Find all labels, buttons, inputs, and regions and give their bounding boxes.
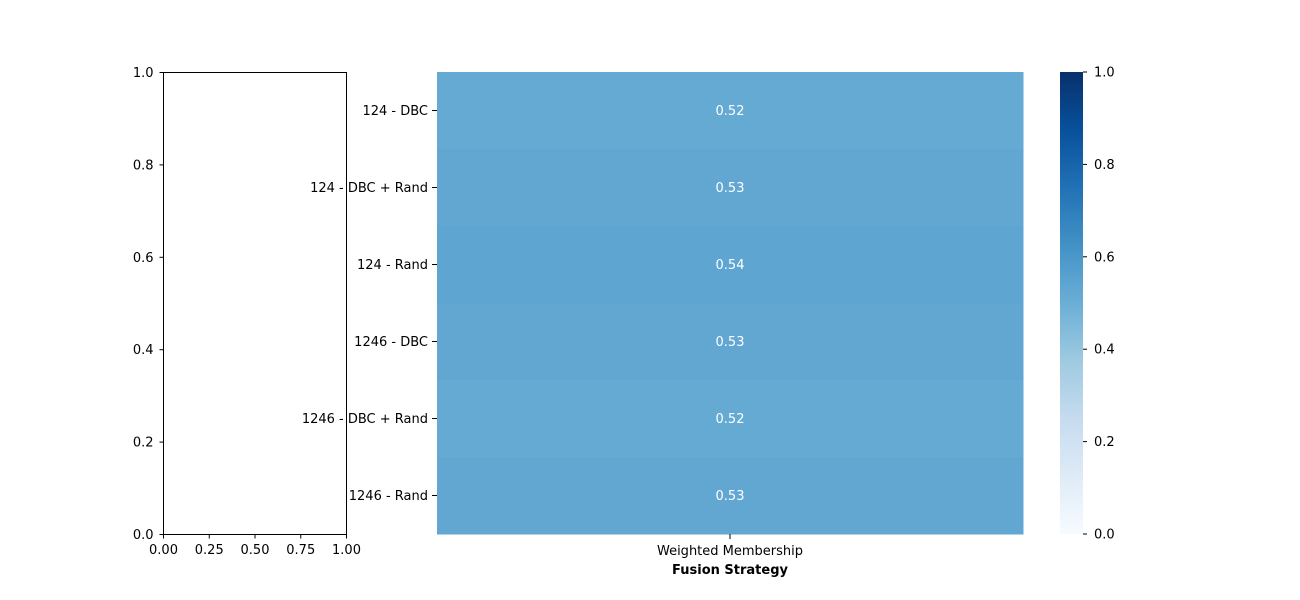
row-tick-label: 1246 - DBC xyxy=(354,335,428,350)
colorbar-tick-label: 0.6 xyxy=(1094,250,1115,265)
x-tick-label: 0.25 xyxy=(195,543,224,558)
heatmap-column-labels: Weighted Membership xyxy=(657,534,803,559)
x-tick-label: 0.50 xyxy=(241,543,270,558)
empty-axes: 0.00 0.25 0.50 0.75 1.00 0.0 0.2 0.4 0.6 0.8 1.0 xyxy=(133,66,361,558)
heatmap-cell xyxy=(437,380,1024,458)
heatmap-cells xyxy=(437,72,1024,535)
colorbar-gradient xyxy=(1060,72,1083,534)
heatmap-cell xyxy=(437,72,1024,150)
heatmap-cell-value: 0.53 xyxy=(716,181,745,196)
heatmap-cell-value: 0.53 xyxy=(716,489,745,504)
heatmap-cell xyxy=(437,457,1024,535)
y-tick-label: 0.8 xyxy=(133,158,154,173)
x-tick-label: 1.00 xyxy=(332,543,361,558)
colorbar-tick-label: 0.0 xyxy=(1094,528,1115,543)
x-tick-label: 0.00 xyxy=(149,543,178,558)
heatmap-cell xyxy=(437,226,1024,304)
colorbar: 0.0 0.2 0.4 0.6 0.8 1.0 xyxy=(1060,66,1115,543)
heatmap-cell-value: 0.53 xyxy=(716,335,745,350)
heatmap-x-axis-title: Fusion Strategy xyxy=(672,563,788,578)
row-tick-label: 124 - DBC + Rand xyxy=(310,181,428,196)
row-tick-label: 1246 - Rand xyxy=(349,489,428,504)
heatmap-cell xyxy=(437,303,1024,381)
y-tick-label: 1.0 xyxy=(133,66,154,81)
heatmap-cell xyxy=(437,149,1024,227)
heatmap-cell-value: 0.54 xyxy=(716,258,745,273)
heatmap-cell-labels: 0.52 0.53 0.54 0.53 0.52 0.53 xyxy=(716,104,745,504)
row-tick-label: 1246 - DBC + Rand xyxy=(302,412,428,427)
heatmap-row-labels: 124 - DBC 124 - DBC + Rand 124 - Rand 1246 … xyxy=(302,104,437,504)
y-tick-label: 0.6 xyxy=(133,251,154,266)
colorbar-tick-label: 0.2 xyxy=(1094,435,1115,450)
colorbar-ticks: 0.0 0.2 0.4 0.6 0.8 1.0 xyxy=(1083,66,1115,543)
y-tick-label: 0.0 xyxy=(133,528,154,543)
x-axis-ticks: 0.00 0.25 0.50 0.75 1.00 xyxy=(149,534,361,558)
colorbar-tick-label: 0.8 xyxy=(1094,158,1115,173)
colorbar-tick-label: 1.0 xyxy=(1094,66,1115,81)
colorbar-tick-label: 0.4 xyxy=(1094,343,1115,358)
empty-axes-frame xyxy=(163,72,347,535)
y-tick-label: 0.4 xyxy=(133,343,154,358)
row-tick-label: 124 - Rand xyxy=(357,258,428,273)
heatmap-cell-value: 0.52 xyxy=(716,104,745,119)
y-axis-ticks: 0.0 0.2 0.4 0.6 0.8 1.0 xyxy=(133,66,164,543)
row-tick-label: 124 - DBC xyxy=(362,104,428,119)
x-tick-label: 0.75 xyxy=(286,543,315,558)
y-tick-label: 0.2 xyxy=(133,436,154,451)
column-tick-label: Weighted Membership xyxy=(657,544,803,559)
heatmap-cell-value: 0.52 xyxy=(716,412,745,427)
